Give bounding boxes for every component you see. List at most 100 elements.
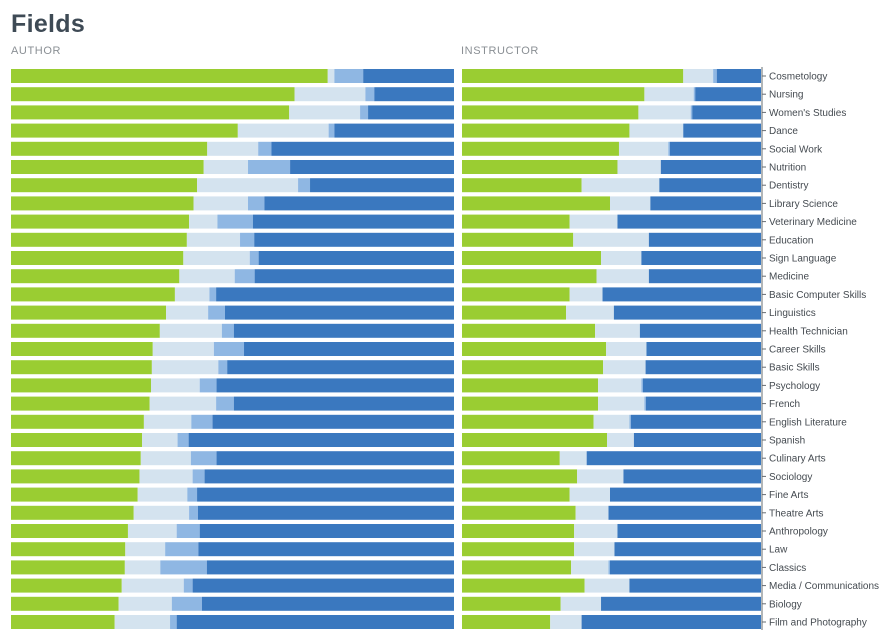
instructor-bar-segment-0-row-15 bbox=[462, 342, 607, 356]
category-label: Film and Photography bbox=[769, 618, 867, 629]
category-label: Law bbox=[769, 545, 788, 556]
instructor-bar-segment-3-row-26 bbox=[614, 542, 761, 557]
instructor-bar-segment-3-row-22 bbox=[623, 469, 761, 484]
author-bar-segment-1-row-16 bbox=[151, 360, 219, 375]
author-bar-segment-3-row-10 bbox=[258, 251, 454, 265]
instructor-bar-segment-3-row-14 bbox=[639, 323, 761, 338]
instructor-bar-segment-3-row-7 bbox=[650, 196, 761, 211]
category-label: Classics bbox=[769, 563, 806, 574]
instructor-bar-segment-1-row-5 bbox=[617, 160, 661, 174]
author-bar-segment-0-row-11 bbox=[11, 269, 180, 284]
instructor-bar-segment-1-row-20 bbox=[607, 433, 634, 447]
author-bar-segment-2-row-27 bbox=[160, 560, 207, 575]
author-bar-segment-1-row-8 bbox=[189, 214, 218, 229]
instructor-bar-segment-3-row-27 bbox=[610, 560, 761, 575]
author-bar-segment-3-row-16 bbox=[227, 360, 454, 375]
category-label: Psychology bbox=[769, 381, 820, 392]
author-bar-segment-1-row-21 bbox=[140, 451, 191, 466]
author-bar-segment-1-row-12 bbox=[174, 287, 210, 302]
author-bar-segment-3-row-5 bbox=[290, 160, 454, 174]
author-bar-segment-3-row-24 bbox=[197, 505, 454, 520]
author-bar-segment-0-row-25 bbox=[11, 524, 128, 538]
instructor-bar-segment-3-row-12 bbox=[602, 287, 761, 302]
author-bar-segment-3-row-23 bbox=[197, 487, 454, 502]
author-bar-segment-3-row-6 bbox=[310, 178, 454, 193]
instructor-bar-segment-0-row-7 bbox=[462, 196, 610, 211]
instructor-bar-segment-2-row-1 bbox=[693, 87, 696, 102]
instructor-bar-segment-2-row-2 bbox=[690, 105, 693, 120]
author-bar-segment-1-row-24 bbox=[133, 505, 190, 520]
instructor-bar-segment-1-row-13 bbox=[566, 305, 614, 320]
instructor-bar-segment-1-row-27 bbox=[571, 560, 609, 575]
author-bar-segment-0-row-4 bbox=[11, 141, 208, 156]
instructor-bar-segment-1-row-26 bbox=[574, 542, 615, 557]
instructor-bar-segment-0-row-14 bbox=[462, 323, 596, 338]
author-bar-segment-2-row-4 bbox=[258, 141, 272, 156]
category-label: Culinary Arts bbox=[769, 454, 826, 465]
author-bar-segment-1-row-27 bbox=[124, 560, 161, 575]
author-bar-segment-3-row-0 bbox=[363, 69, 454, 83]
instructor-bar-segment-0-row-27 bbox=[462, 560, 572, 575]
author-bar-segment-2-row-24 bbox=[189, 505, 198, 520]
category-label: Education bbox=[769, 235, 813, 246]
instructor-bar-segment-0-row-26 bbox=[462, 542, 575, 557]
instructor-bar-segment-0-row-1 bbox=[462, 87, 645, 102]
category-label: Medicine bbox=[769, 272, 809, 283]
instructor-bar-segment-1-row-30 bbox=[550, 615, 582, 629]
instructor-bar-segment-0-row-30 bbox=[462, 615, 551, 629]
instructor-bar-segment-1-row-17 bbox=[598, 378, 642, 393]
instructor-bar-segment-3-row-24 bbox=[608, 505, 761, 520]
instructor-bar-segment-1-row-16 bbox=[603, 360, 646, 375]
instructor-bar-segment-1-row-23 bbox=[569, 487, 611, 502]
author-bar-segment-3-row-25 bbox=[199, 524, 454, 538]
author-bar-segment-2-row-1 bbox=[365, 87, 375, 102]
author-bar-segment-2-row-10 bbox=[249, 251, 259, 265]
author-bar-segment-1-row-4 bbox=[207, 141, 259, 156]
author-bar-segment-2-row-30 bbox=[170, 615, 177, 629]
instructor-bar-segment-1-row-1 bbox=[644, 87, 694, 102]
author-bar-segment-0-row-27 bbox=[11, 560, 125, 575]
author-bar-segment-2-row-20 bbox=[177, 433, 189, 447]
instructor-bar-segment-1-row-9 bbox=[573, 232, 649, 247]
author-bar-segment-0-row-22 bbox=[11, 469, 140, 484]
instructor-bar-segment-0-row-28 bbox=[462, 578, 585, 593]
instructor-panel-label: INSTRUCTOR bbox=[461, 45, 539, 57]
category-label: Anthropology bbox=[769, 527, 828, 538]
author-bar-segment-2-row-19 bbox=[191, 414, 213, 429]
author-bar-segment-1-row-20 bbox=[142, 433, 178, 447]
author-bar-segment-0-row-29 bbox=[11, 596, 119, 611]
author-bar-segment-3-row-8 bbox=[252, 214, 454, 229]
category-label: Basic Computer Skills bbox=[769, 290, 866, 301]
instructor-bar-segment-2-row-27 bbox=[608, 560, 611, 575]
author-bar-segment-1-row-28 bbox=[121, 578, 184, 593]
instructor-bar-segment-3-row-5 bbox=[660, 160, 762, 174]
author-bar-segment-2-row-18 bbox=[216, 396, 234, 411]
author-bar-segment-0-row-16 bbox=[11, 360, 152, 375]
instructor-bar-segment-1-row-19 bbox=[593, 414, 630, 429]
author-bar-segment-0-row-20 bbox=[11, 433, 143, 447]
instructor-bar-segment-3-row-29 bbox=[601, 596, 761, 611]
category-label: Cosmetology bbox=[769, 72, 827, 83]
author-bar-segment-1-row-15 bbox=[152, 342, 214, 356]
instructor-bar-segment-3-row-15 bbox=[646, 342, 761, 356]
author-bar-segment-0-row-15 bbox=[11, 342, 153, 356]
author-bar-segment-1-row-7 bbox=[193, 196, 249, 211]
author-bar-segment-3-row-2 bbox=[368, 105, 454, 120]
author-bar-segment-1-row-2 bbox=[289, 105, 361, 120]
author-bar-segment-3-row-7 bbox=[264, 196, 454, 211]
author-bar-segment-2-row-25 bbox=[176, 524, 200, 538]
instructor-bar-segment-1-row-21 bbox=[559, 451, 587, 466]
category-label: Health Technician bbox=[769, 326, 848, 337]
instructor-bar-segment-0-row-9 bbox=[462, 232, 574, 247]
instructor-bar-segment-3-row-0 bbox=[716, 69, 761, 83]
author-bar-segment-3-row-26 bbox=[198, 542, 454, 557]
instructor-bar-segment-0-row-18 bbox=[462, 396, 599, 411]
instructor-bar-segment-1-row-14 bbox=[595, 323, 640, 338]
author-bar-segment-2-row-22 bbox=[192, 469, 205, 484]
author-bar-segment-0-row-1 bbox=[11, 87, 295, 102]
author-bar-segment-0-row-3 bbox=[11, 123, 238, 138]
instructor-bar-segment-2-row-4 bbox=[668, 141, 670, 156]
instructor-bar-segment-0-row-25 bbox=[462, 524, 575, 538]
author-bar-segment-0-row-9 bbox=[11, 232, 187, 247]
